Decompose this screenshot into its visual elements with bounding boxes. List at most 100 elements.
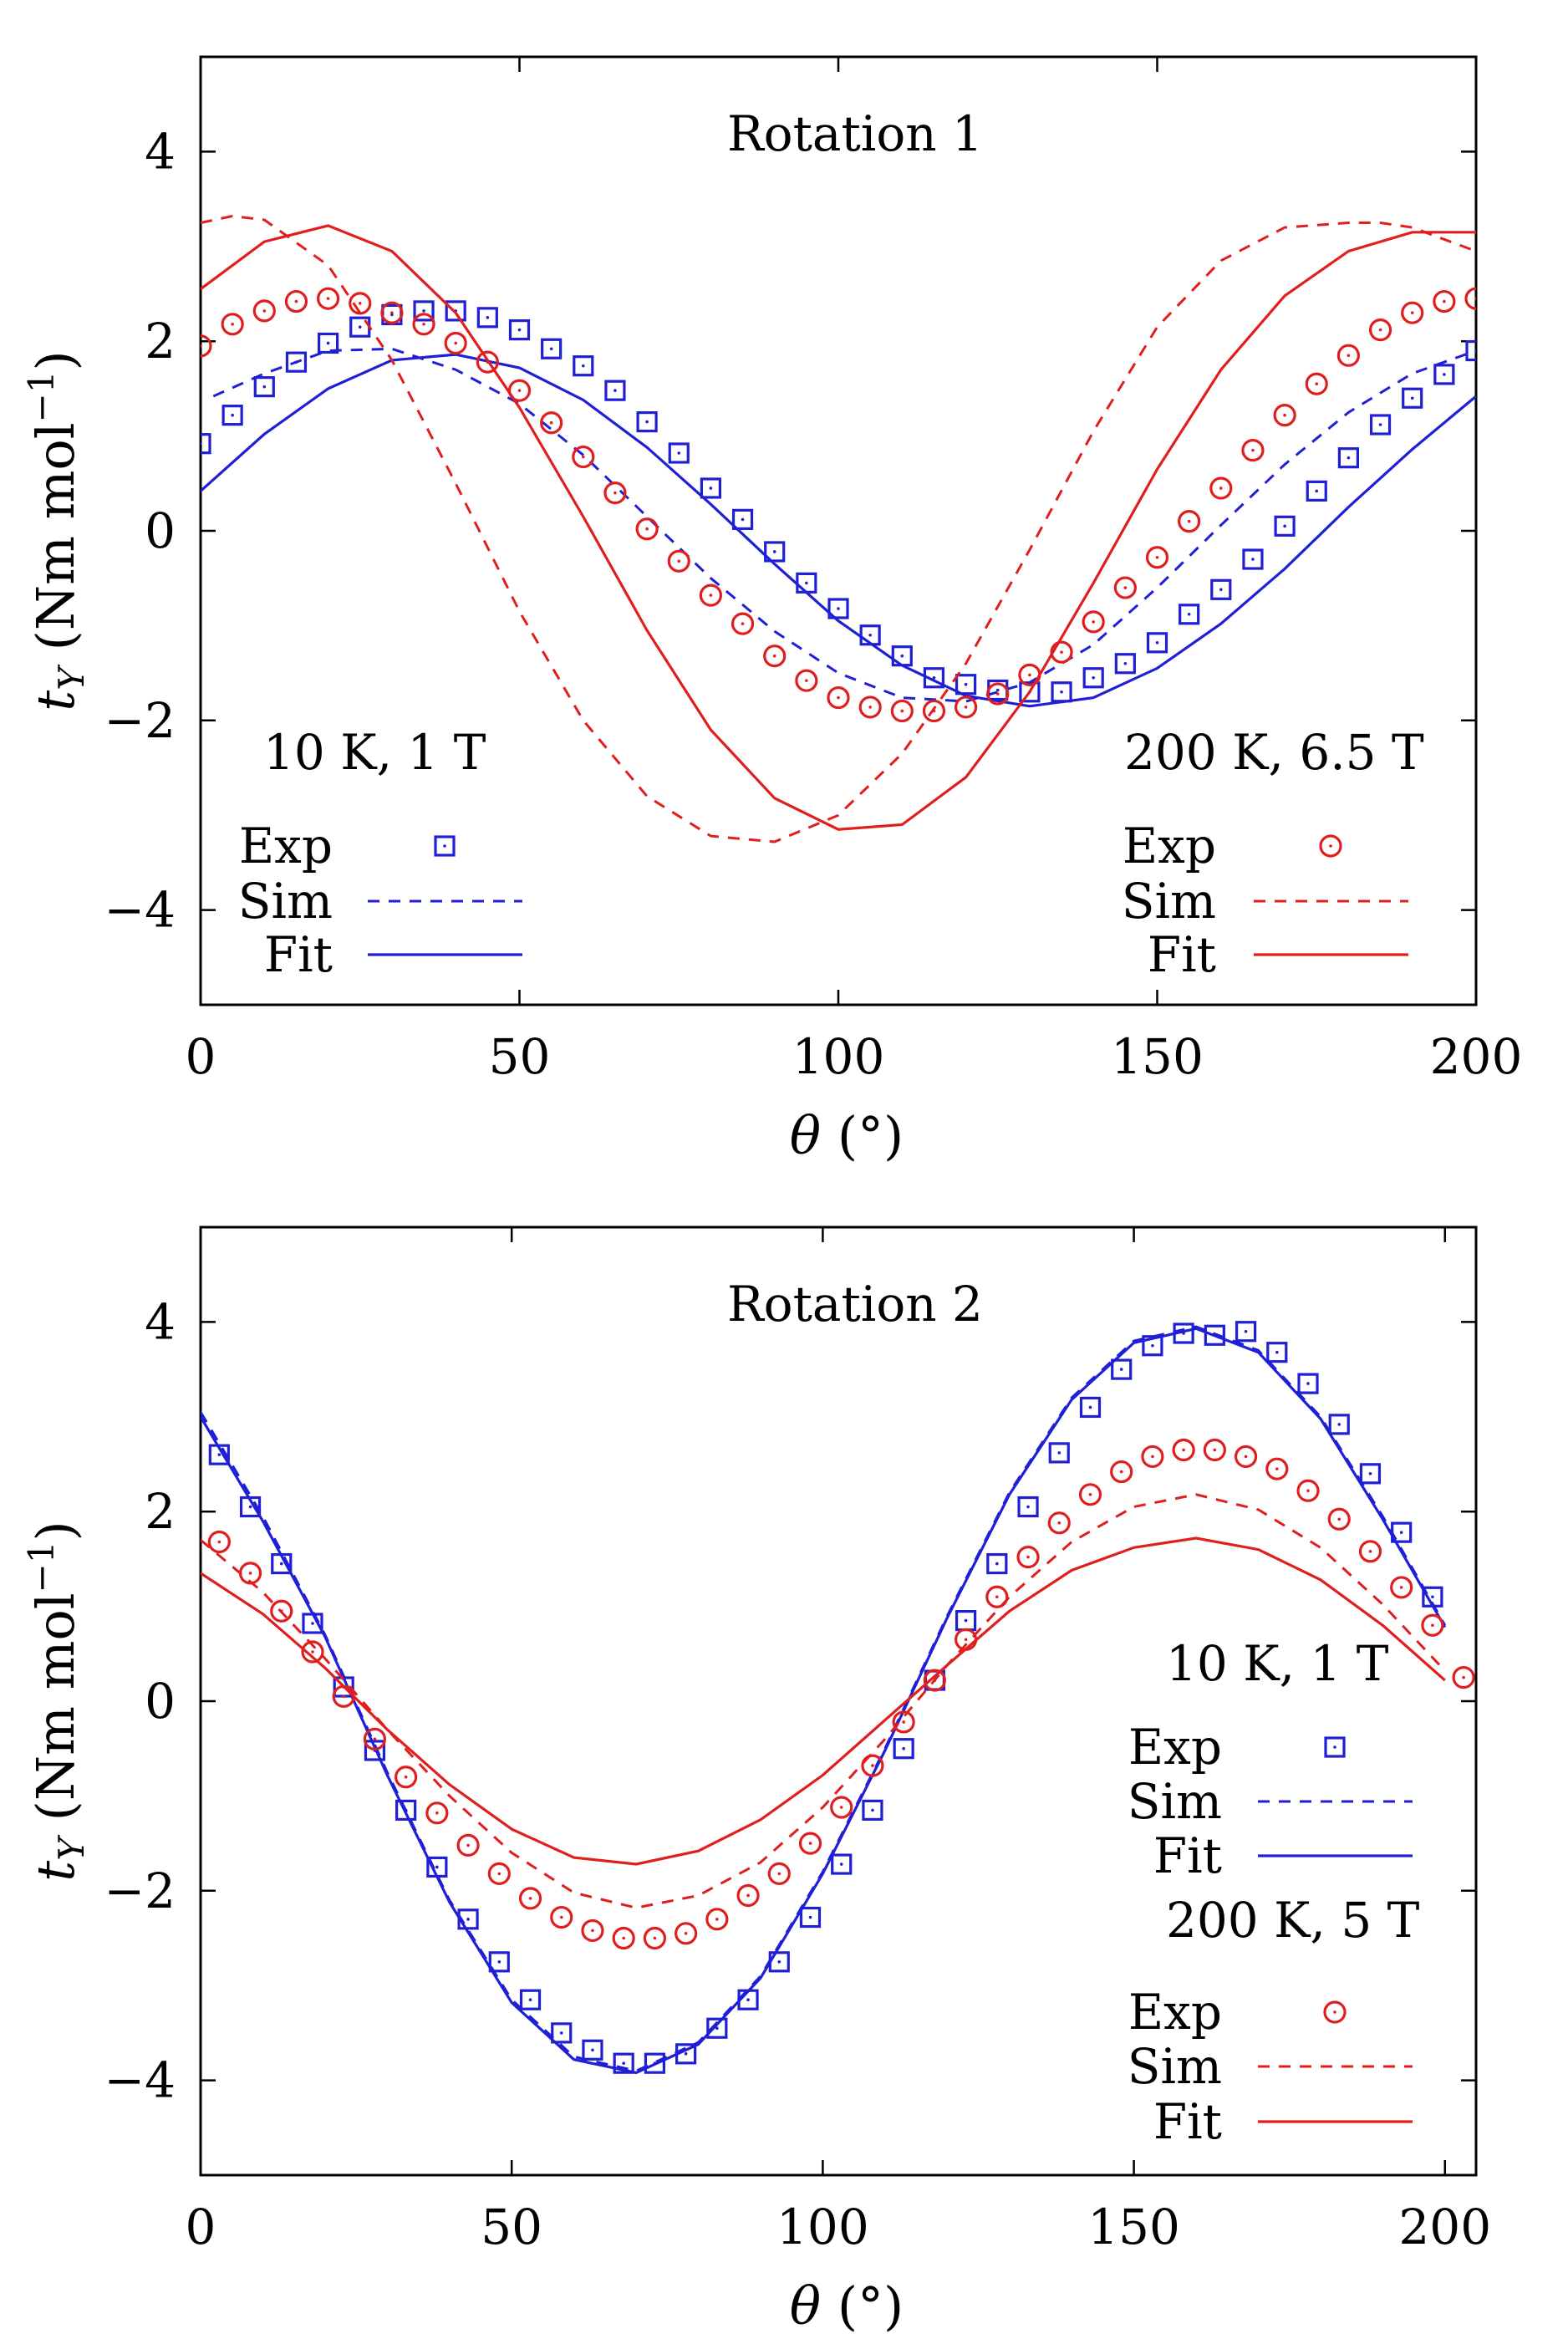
exp-point-dot [1182, 1332, 1185, 1335]
exp-point [1242, 548, 1264, 570]
series-group [201, 1321, 1447, 2075]
exp-point-dot [995, 692, 1000, 696]
exp-point-dot [342, 1694, 346, 1699]
exp-point [1016, 1546, 1040, 1569]
exp-point-dot [422, 309, 425, 313]
y-axis-symbol: t [25, 1861, 86, 1882]
exp-point [1336, 344, 1361, 367]
exp-point [635, 517, 659, 541]
exp-point [581, 1919, 604, 1943]
exp-point-dot [964, 682, 968, 686]
exp-point [207, 1530, 231, 1554]
exp-point-dot [622, 2061, 625, 2065]
exp-point-dot [900, 709, 904, 713]
exp-point-dot [741, 622, 745, 625]
legend-sim-label: Sim [238, 873, 333, 930]
exp-point [1368, 318, 1392, 342]
exp-point [858, 696, 882, 719]
exp-point-dot [1187, 519, 1191, 523]
exp-point [1018, 663, 1041, 686]
exp-point [318, 332, 339, 354]
exp-point-dot [1337, 1517, 1341, 1521]
x-axis-label: θ (°) [790, 2275, 904, 2336]
exp-point [488, 1951, 510, 1973]
exp-point [1142, 1335, 1163, 1357]
exp-point-dot [279, 1562, 283, 1566]
exp-point-dot [932, 709, 936, 713]
exp-point [767, 1862, 791, 1885]
exp-point-dot [1026, 1555, 1030, 1559]
exp-point-dot [582, 455, 585, 459]
chart-title: Rotation 2 [727, 1276, 983, 1333]
exp-point [1051, 681, 1072, 703]
y-tick-label: 0 [145, 502, 176, 559]
exp-point-dot [777, 1960, 781, 1964]
exp-point [519, 1989, 542, 2010]
exp-point [332, 1684, 355, 1708]
legend-exp-marker [1323, 2000, 1347, 2024]
exp-point [667, 549, 690, 573]
legend-fit-label: Fit [1153, 2093, 1222, 2150]
x-tick-label: 100 [792, 1028, 885, 1085]
exp-point-dot [294, 299, 298, 303]
legend-sim-label: Sim [1122, 873, 1216, 930]
exp-point-dot [808, 1915, 812, 1919]
exp-point-dot [715, 1918, 719, 1921]
exp-point-dot [902, 1746, 905, 1750]
y-axis-subscript: Y [51, 664, 92, 690]
exp-point [221, 313, 244, 336]
exp-point [795, 669, 818, 692]
exp-point [1296, 1479, 1320, 1502]
exp-point [1433, 364, 1455, 385]
legend-exp-marker [1324, 1736, 1346, 1758]
exp-point [985, 1585, 1009, 1608]
exp-point-dot [1368, 1472, 1372, 1475]
exp-point [1402, 387, 1423, 409]
exp-point [923, 1669, 946, 1692]
exp-point-dot [262, 309, 267, 313]
exp-point-dot [497, 1960, 501, 1964]
legend-fit-label: Fit [264, 926, 333, 983]
exp-point-dot [1474, 297, 1476, 300]
exp-point [736, 1883, 760, 1908]
exp-point [444, 331, 467, 355]
exp-point-dot [1431, 1595, 1434, 1599]
exp-point [1114, 653, 1136, 675]
legend-exp-marker-dot [1329, 844, 1332, 848]
y-tick-label: −4 [104, 882, 176, 939]
exp-point-dot [591, 1929, 594, 1933]
exp-point [284, 289, 308, 313]
y-axis-label: tY (Nm mol−1) [21, 350, 92, 711]
legend-exp-marker-dot [443, 844, 446, 848]
exp-point-dot [837, 607, 840, 610]
exp-point [1204, 1324, 1225, 1346]
exp-point [1019, 681, 1041, 703]
exp-point-dot [528, 1998, 532, 2002]
exp-point-dot [528, 1897, 532, 1900]
exp-point-dot [1182, 1448, 1185, 1452]
exp-point [364, 1740, 386, 1761]
exp-point-dot [1283, 524, 1286, 528]
exp-point [705, 1908, 729, 1931]
y-axis-subscript: Y [51, 1834, 92, 1861]
exp-point [922, 699, 946, 723]
legend-exp-marker-dot [1333, 2010, 1336, 2014]
exp-point-dot [1244, 1455, 1248, 1459]
legend-exp-label: Exp [1123, 818, 1216, 874]
fit-line [201, 224, 1476, 831]
y-axis-symbol: t [25, 690, 86, 711]
exp-point [799, 1906, 822, 1929]
exp-point [636, 410, 658, 433]
exp-point-dot [454, 341, 457, 345]
exp-point [827, 598, 849, 619]
exp-point [644, 2052, 666, 2074]
x-tick-label: 200 [1398, 2199, 1491, 2255]
exp-point-dot [1443, 299, 1446, 303]
exp-point-dot [746, 1893, 750, 1898]
exp-point-dot [311, 1622, 314, 1625]
exp-point [582, 2039, 603, 2061]
exp-point [201, 334, 212, 358]
exp-point [1141, 1445, 1164, 1469]
